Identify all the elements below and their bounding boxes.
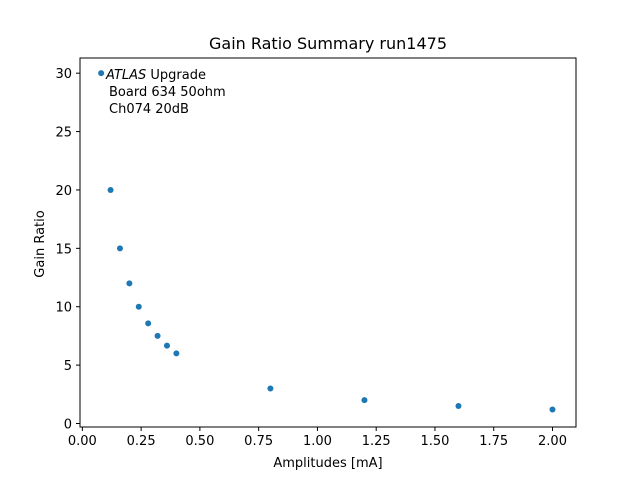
svg-text:ATLAS Upgrade: ATLAS Upgrade [105,68,206,83]
annotation-line-2: Ch074 20dB [109,102,189,117]
plot-area [79,57,577,428]
y-axis-label: Gain Ratio [33,210,48,277]
x-tick-label: 0.25 [127,434,156,449]
data-point [173,350,180,357]
data-point [107,186,114,193]
plot-frame [79,57,577,428]
y-tick-label: 5 [64,359,72,374]
annotation: ATLAS Upgrade Board 634 50ohm Ch074 20dB [105,68,226,117]
y-axis: 0 5 10 15 20 25 30 [55,67,80,432]
data-point [267,385,274,392]
x-tick-label: 1.75 [479,434,508,449]
x-tick-label: 0.00 [68,434,97,449]
y-tick-label: 30 [55,67,72,82]
data-point [145,320,152,327]
data-points [98,70,556,413]
x-tick-label: 1.25 [362,434,391,449]
y-tick-label: 0 [64,417,72,432]
x-axis-label: Amplitudes [mA] [273,456,382,471]
data-point [549,406,556,413]
data-point [135,303,142,310]
data-point [455,402,462,409]
annotation-line-1: Board 634 50ohm [109,85,226,100]
y-tick-label: 20 [55,184,72,199]
data-point [154,332,161,339]
x-tick-label: 0.50 [185,434,214,449]
data-point [98,70,105,77]
y-tick-label: 10 [55,301,72,316]
annotation-experiment: ATLAS [105,68,146,83]
data-point [163,342,170,349]
x-tick-label: 2.00 [538,434,567,449]
x-tick-label: 0.75 [244,434,273,449]
data-point [116,245,123,252]
y-tick-label: 25 [55,126,72,141]
x-axis: 0.00 0.25 0.50 0.75 1.00 1.25 1.50 1.75 2.00 [68,427,567,449]
x-tick-label: 1.50 [420,434,449,449]
y-tick-label: 15 [55,242,72,257]
chart-title: Gain Ratio Summary run1475 [209,34,447,53]
x-tick-label: 1.00 [303,434,332,449]
annotation-suffix: Upgrade [146,68,206,83]
data-point [361,397,368,404]
data-point [126,280,133,287]
